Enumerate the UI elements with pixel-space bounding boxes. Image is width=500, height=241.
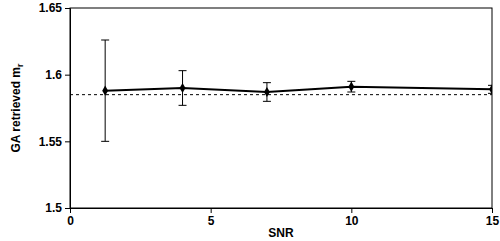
tick-label: 10 [345,214,359,228]
tick-mark [492,208,493,213]
tick-label: 15 [486,214,500,228]
tick: 0 [67,208,74,228]
tick: 5 [208,208,215,228]
error-cap [263,101,271,102]
tick: 1.6 [45,68,70,82]
tick-label: 1.5 [45,201,62,215]
marker [264,87,270,97]
plot: 0 5 10 15 1.5 1.55 1.6 1.65 [39,1,500,227]
axis-line [71,209,493,214]
marker [102,86,108,96]
tick: 1.5 [45,201,70,215]
y-axis-title-main: GA retrieved m [9,67,23,153]
x-axis: 0 5 10 15 [67,208,499,228]
error-bar [179,71,187,106]
marker [489,84,492,94]
tick-mark [65,208,70,209]
tick-mark [351,208,352,213]
error-bar [263,83,271,102]
tick-label: 5 [208,214,215,228]
tick-label: 1.55 [39,135,63,149]
tick: 1.55 [39,135,70,149]
plot-frame [70,8,492,208]
series-line [105,87,492,92]
tick: 10 [345,208,359,228]
tick-label: 1.6 [45,68,62,82]
y-axis-title: GA retrieved mr [9,63,25,153]
chart: 0 5 10 15 1.5 1.55 1.6 1.65 SNR GA retrieved mr [0,0,500,241]
y-axis: 1.5 1.55 1.6 1.65 [39,1,71,215]
error-cap [101,40,109,41]
tick-label: 1.65 [39,1,63,15]
tick-mark [65,141,70,142]
marker [180,83,186,93]
tick: 1.65 [39,1,70,15]
axis-line [65,9,71,209]
error-bar [347,81,355,92]
tick-mark [211,208,212,213]
tick: 15 [486,208,500,228]
tick-mark [65,75,70,76]
x-axis-title: SNR [268,226,294,240]
error-cap [179,105,187,106]
error-cap [101,141,109,142]
error-cap [263,82,271,83]
error-bar [101,40,109,141]
error-cap [179,70,187,71]
tick-mark [65,8,70,9]
reference-line [70,94,492,95]
tick-label: 0 [67,214,74,228]
data-area [70,40,492,141]
y-axis-title-sub: r [15,63,25,67]
marker [348,82,354,92]
